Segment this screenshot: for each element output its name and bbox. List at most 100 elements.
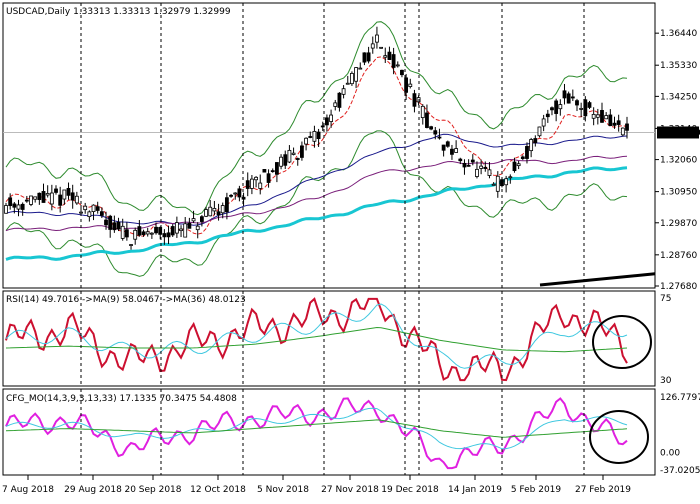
candle-body: [495, 175, 500, 192]
candle-body: [458, 158, 463, 162]
candle-body: [370, 43, 375, 49]
candle-body: [358, 67, 363, 70]
candle-body: [429, 126, 434, 130]
price-panel-header: USDCAD,Daily 1.33313 1.33313 1.32979 1.3…: [6, 7, 231, 17]
candle-body: [562, 90, 567, 99]
candle-body: [204, 209, 208, 217]
candle-body: [287, 149, 292, 163]
candle-body: [475, 168, 479, 177]
rsi-level-label: 75: [660, 294, 671, 304]
candle-body: [249, 178, 254, 189]
x-axis-label: 5 Feb 2019: [511, 485, 562, 495]
candle-body: [504, 178, 509, 186]
candle-body: [187, 222, 192, 229]
candle-body: [266, 173, 271, 183]
candle-body: [54, 188, 58, 193]
candle-body: [545, 113, 550, 118]
cfg-panel-header: CFG_MO(14,3,9,3,13,33) 17.1335 70.3475 5…: [6, 394, 237, 404]
candle-body: [62, 189, 67, 200]
candle-body: [199, 216, 204, 222]
candle-body: [516, 163, 521, 167]
candle-body: [379, 46, 384, 49]
candle-body: [408, 83, 413, 87]
cfg-level-label: 126.7797: [660, 393, 700, 403]
candle-body: [566, 93, 571, 104]
candle-body: [79, 211, 83, 214]
candle-body: [350, 72, 354, 85]
candle-body: [554, 100, 559, 114]
candle-body: [120, 225, 125, 239]
cfg-highlight-circle: [589, 410, 649, 464]
candle-body: [95, 206, 100, 211]
cfg-panel-frame: [2, 388, 656, 476]
candle-body: [470, 159, 475, 163]
candle-body: [195, 225, 200, 231]
candle-body: [587, 102, 592, 108]
candle-body: [162, 233, 167, 238]
candle-body: [341, 88, 346, 95]
candle-body: [262, 169, 267, 173]
candle-body: [254, 176, 258, 181]
candle-body: [295, 158, 300, 160]
current-price-label: 1.32999: [660, 128, 700, 138]
candle-body: [224, 197, 229, 213]
candle-body: [604, 115, 609, 120]
series-line-bollinger-upper: [5, 21, 628, 216]
x-axis-label: 20 Sep 2018: [124, 485, 181, 495]
candle-body: [70, 192, 75, 201]
candle-body: [558, 104, 563, 110]
candle-body: [383, 55, 388, 58]
candle-body: [87, 211, 92, 218]
candle-body: [174, 222, 179, 234]
cfg-series-line: [5, 419, 628, 438]
rsi-level-label: 30: [660, 376, 672, 386]
candle-body: [537, 126, 542, 137]
candle-body: [595, 114, 600, 118]
price-tick-label: 1.34250: [660, 92, 697, 102]
candle-body: [550, 107, 554, 111]
candle-body: [33, 196, 38, 200]
candle-body: [137, 226, 142, 236]
candle-body: [20, 203, 25, 210]
candle-body: [575, 100, 579, 106]
candle-body: [420, 105, 425, 119]
cfg-panel: CFG_MO(14,3,9,3,13,33) 17.1335 70.3475 5…: [2, 388, 656, 476]
candle-body: [320, 125, 325, 128]
candle-body: [533, 138, 538, 144]
price-tick-label: 1.32060: [660, 156, 697, 166]
cfg-level-label: 0.00: [660, 449, 680, 459]
candle-body: [300, 145, 304, 158]
candle-body: [337, 92, 342, 108]
candle-body: [124, 229, 129, 238]
candle-body: [612, 122, 617, 126]
candle-body: [425, 112, 429, 128]
candle-body: [183, 223, 188, 238]
candle-body: [395, 64, 400, 67]
candle-body: [362, 52, 367, 63]
candle-body: [620, 127, 625, 136]
current-price-box: [657, 126, 699, 139]
candle-body: [229, 194, 233, 197]
price-tick-label: 1.30950: [660, 188, 697, 198]
candle-body: [104, 219, 108, 226]
candle-body: [45, 193, 50, 196]
rsi-series-line: [5, 297, 628, 382]
series-line-bollinger-lower: [5, 130, 628, 277]
candle-body: [454, 148, 459, 153]
candle-body: [304, 137, 308, 145]
price-panel-frame: [2, 2, 656, 289]
cfg-series-line: [5, 397, 628, 470]
candle-body: [433, 130, 438, 135]
candle-body: [466, 164, 471, 167]
candle-body: [387, 51, 392, 60]
price-tick-label: 1.36440: [660, 29, 697, 39]
candle-body: [270, 170, 275, 173]
candle-body: [483, 167, 488, 169]
candle-body: [616, 120, 621, 125]
candle-body: [308, 136, 313, 138]
candle-body: [145, 231, 150, 235]
candle-body: [8, 197, 13, 207]
candle-body: [12, 203, 17, 208]
candle-body: [541, 118, 546, 127]
